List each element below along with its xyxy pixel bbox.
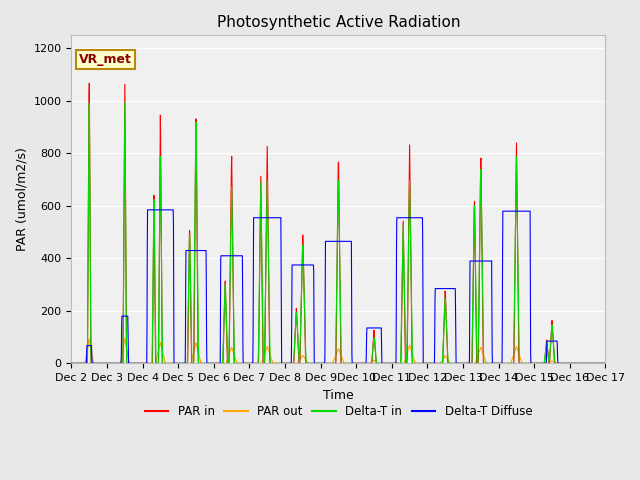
Title: Photosynthetic Active Radiation: Photosynthetic Active Radiation	[217, 15, 460, 30]
Legend: PAR in, PAR out, Delta-T in, Delta-T Diffuse: PAR in, PAR out, Delta-T in, Delta-T Dif…	[140, 401, 537, 423]
Y-axis label: PAR (umol/m2/s): PAR (umol/m2/s)	[15, 147, 28, 252]
X-axis label: Time: Time	[323, 389, 354, 402]
Text: VR_met: VR_met	[79, 53, 132, 66]
